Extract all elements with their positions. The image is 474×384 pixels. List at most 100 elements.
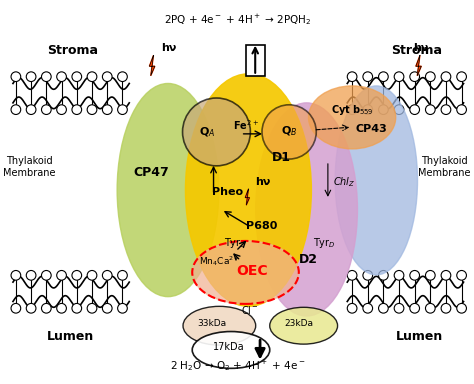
Circle shape (102, 270, 112, 280)
Circle shape (26, 72, 36, 81)
Circle shape (72, 72, 82, 81)
Text: Q$_A$: Q$_A$ (199, 125, 215, 139)
Circle shape (379, 270, 388, 280)
Circle shape (457, 72, 466, 81)
Circle shape (72, 105, 82, 114)
Text: Tyr$_D$: Tyr$_D$ (313, 236, 336, 250)
Circle shape (426, 105, 435, 114)
Polygon shape (245, 189, 249, 205)
Circle shape (87, 270, 97, 280)
Circle shape (57, 270, 66, 280)
Circle shape (118, 72, 128, 81)
Text: 2 H$_2$O → O$_2$ + 4H$^+$ + 4e$^-$: 2 H$_2$O → O$_2$ + 4H$^+$ + 4e$^-$ (170, 358, 306, 373)
Circle shape (363, 72, 373, 81)
Circle shape (72, 270, 82, 280)
Circle shape (379, 72, 388, 81)
Circle shape (118, 105, 128, 114)
Circle shape (102, 105, 112, 114)
Text: Cyt b$_{559}$: Cyt b$_{559}$ (331, 103, 374, 117)
Text: Mn$_4$Ca$^{2+}$: Mn$_4$Ca$^{2+}$ (199, 254, 240, 268)
Circle shape (410, 270, 419, 280)
Circle shape (72, 303, 82, 313)
Circle shape (118, 270, 128, 280)
Circle shape (118, 303, 128, 313)
Circle shape (457, 270, 466, 280)
Circle shape (57, 72, 66, 81)
Circle shape (441, 303, 451, 313)
Circle shape (441, 105, 451, 114)
Text: hν: hν (161, 43, 177, 53)
Circle shape (11, 105, 21, 114)
Circle shape (457, 303, 466, 313)
Circle shape (42, 105, 51, 114)
Circle shape (394, 105, 404, 114)
Circle shape (394, 72, 404, 81)
Circle shape (347, 72, 357, 81)
Text: Stroma: Stroma (391, 45, 442, 57)
Text: Thylakoid
Membrane: Thylakoid Membrane (418, 156, 470, 177)
Polygon shape (416, 55, 421, 76)
Text: OEC: OEC (237, 264, 268, 278)
Text: 17kDa: 17kDa (213, 342, 245, 352)
Text: D2: D2 (299, 253, 318, 266)
Circle shape (410, 72, 419, 81)
Text: D1: D1 (272, 151, 291, 164)
Circle shape (347, 270, 357, 280)
Circle shape (42, 303, 51, 313)
Circle shape (410, 303, 419, 313)
Text: Tyr$_Z$: Tyr$_Z$ (224, 236, 247, 250)
Text: Thylakoid
Membrane: Thylakoid Membrane (3, 156, 55, 177)
Circle shape (42, 72, 51, 81)
Ellipse shape (192, 331, 270, 368)
Circle shape (379, 105, 388, 114)
Circle shape (57, 105, 66, 114)
Polygon shape (149, 55, 155, 76)
Text: hν: hν (413, 43, 428, 53)
Ellipse shape (183, 306, 255, 345)
Text: Lumen: Lumen (396, 330, 443, 343)
Circle shape (11, 72, 21, 81)
Ellipse shape (335, 86, 418, 275)
Text: P680: P680 (246, 221, 277, 231)
Text: Fe$^{2+}$: Fe$^{2+}$ (233, 118, 258, 132)
Circle shape (426, 303, 435, 313)
Text: Chl$_Z$: Chl$_Z$ (333, 175, 356, 189)
Circle shape (347, 303, 357, 313)
Circle shape (182, 98, 250, 166)
Circle shape (363, 270, 373, 280)
Text: 23kDa: 23kDa (284, 319, 313, 328)
Ellipse shape (255, 103, 357, 316)
Text: 33kDa: 33kDa (197, 319, 226, 328)
Circle shape (87, 72, 97, 81)
Ellipse shape (192, 241, 299, 304)
Circle shape (394, 303, 404, 313)
Circle shape (11, 303, 21, 313)
Circle shape (363, 105, 373, 114)
Circle shape (379, 303, 388, 313)
Text: CP43: CP43 (356, 124, 387, 134)
Circle shape (394, 270, 404, 280)
FancyBboxPatch shape (246, 45, 265, 76)
Circle shape (426, 72, 435, 81)
Circle shape (87, 105, 97, 114)
Circle shape (87, 303, 97, 313)
Text: Stroma: Stroma (47, 45, 98, 57)
Circle shape (457, 105, 466, 114)
Circle shape (441, 270, 451, 280)
Circle shape (57, 303, 66, 313)
Circle shape (26, 303, 36, 313)
Text: Pheo: Pheo (211, 187, 243, 197)
Ellipse shape (185, 74, 311, 306)
Circle shape (26, 270, 36, 280)
Text: hν: hν (255, 177, 271, 187)
Ellipse shape (309, 86, 396, 149)
Text: 2PQ + 4e$^-$ + 4H$^+$ → 2PQH$_2$: 2PQ + 4e$^-$ + 4H$^+$ → 2PQH$_2$ (164, 12, 311, 27)
Text: Lumen: Lumen (47, 330, 94, 343)
Text: Cl$^-$: Cl$^-$ (241, 304, 259, 316)
Circle shape (426, 270, 435, 280)
Circle shape (363, 303, 373, 313)
Circle shape (441, 72, 451, 81)
Circle shape (11, 270, 21, 280)
Text: CP47: CP47 (134, 166, 169, 179)
Circle shape (42, 270, 51, 280)
